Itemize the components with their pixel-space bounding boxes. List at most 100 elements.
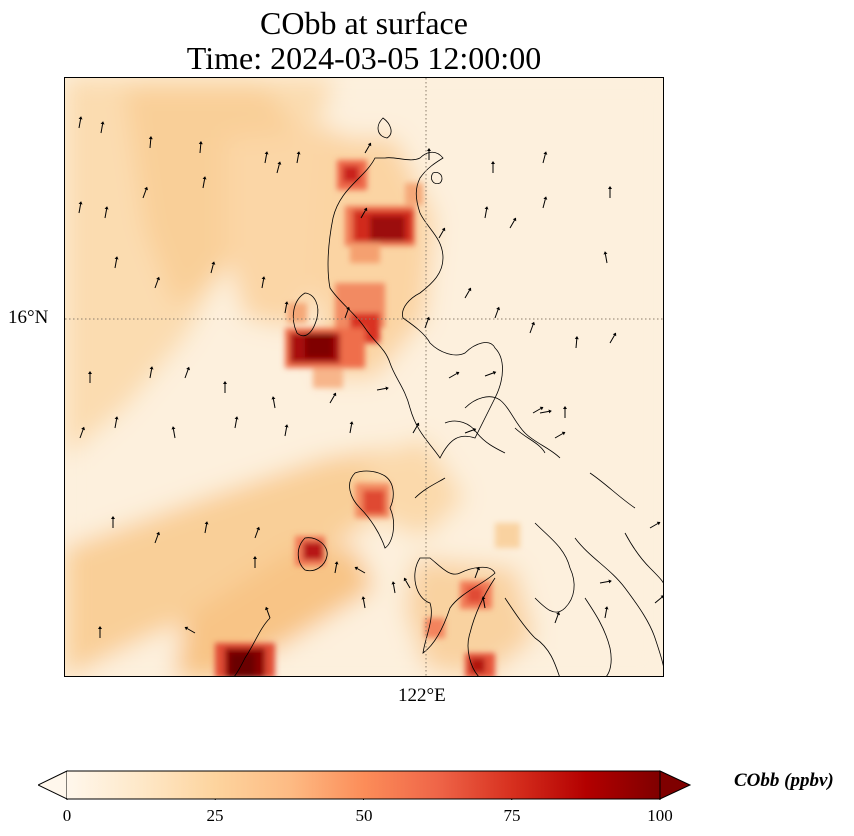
wind-arrow [405, 579, 411, 589]
wind-arrow-head [415, 422, 420, 427]
wind-arrow-head [346, 306, 350, 311]
wind-arrow-head [660, 595, 663, 599]
wind-arrow-head [256, 526, 260, 531]
colorbar-extend-max [659, 770, 692, 800]
wind-arrow-head [481, 596, 486, 600]
wind-arrow [575, 338, 578, 349]
colorbar-extend-min [38, 770, 68, 800]
wind-arrow-head [149, 366, 154, 370]
wind-arrow [114, 419, 118, 429]
wind-arrow [542, 199, 546, 209]
wind-arrow [474, 569, 479, 579]
wind-arrow [554, 433, 564, 439]
wind-arrow-head [492, 371, 497, 375]
wind-arrow [349, 424, 353, 434]
wind-arrow-head [476, 566, 480, 571]
wind-arrow [149, 138, 152, 149]
wind-arrow [104, 209, 108, 219]
colorbar-ticks [66, 799, 661, 800]
graticule [65, 78, 663, 676]
wind-arrow-head [363, 207, 368, 212]
wind-arrow-head [603, 251, 608, 255]
wind-arrow-head [111, 516, 115, 519]
wind-arrow-head [531, 321, 535, 326]
wind-arrow [539, 410, 549, 414]
wind-arrow-head [234, 416, 239, 420]
wind-arrow-head [608, 186, 612, 189]
wind-arrow-head [156, 276, 160, 281]
coastlines [234, 117, 663, 676]
wind-arrow-head [656, 521, 661, 526]
wind-arrow-head [426, 316, 430, 321]
map-title-line1: CObb at surface [260, 5, 468, 41]
wind-arrow [509, 219, 515, 229]
wind-arrow-head [467, 287, 472, 292]
map-plot-area [64, 77, 664, 677]
wind-arrow [284, 427, 288, 437]
wind-arrow-head [367, 142, 372, 147]
wind-arrow [199, 143, 202, 154]
wind-arrow-head [184, 626, 189, 631]
wind-arrow-head [78, 201, 83, 205]
wind-arrow-head [264, 151, 269, 155]
wind-arrow [154, 534, 159, 544]
wind-arrow-head [539, 406, 544, 411]
wind-arrow-head [202, 176, 207, 180]
wind-arrow [529, 324, 534, 334]
wind-arrow-head [271, 396, 276, 400]
wind-arrow [284, 304, 288, 314]
wind-arrow [261, 279, 265, 289]
wind-arrow-head [403, 577, 408, 582]
wind-arrow-head [78, 116, 83, 120]
map-title-line2: Time: 2024-03-05 12:00:00 [186, 40, 542, 76]
wind-arrow [276, 164, 280, 174]
wind-arrow [362, 599, 366, 609]
wind-arrow-head [156, 531, 160, 536]
wind-arrow-head [114, 416, 119, 420]
wind-arrow-head [496, 306, 500, 311]
wind-arrow [210, 264, 214, 274]
wind-arrow-head [81, 426, 85, 431]
wind-arrow [599, 580, 609, 584]
wind-arrow [494, 309, 499, 319]
wind-arrow-head [144, 186, 148, 191]
wind-arrow-head [361, 596, 366, 600]
wind-arrow-head [512, 217, 517, 222]
wind-arrow-head [491, 161, 495, 164]
wind-arrow [254, 529, 259, 539]
wind-arrow-head [574, 336, 579, 340]
wind-arrow [329, 394, 335, 404]
longitude-label: 122°E [398, 685, 446, 706]
wind-arrow-head [148, 136, 153, 140]
wind-arrow-head [284, 301, 289, 305]
wind-arrow [142, 189, 147, 199]
wind-arrow [392, 584, 396, 594]
wind-arrow [204, 524, 208, 534]
wind-arrow-head [385, 386, 389, 391]
colorbar-tick-label: 100 [647, 806, 673, 825]
wind-arrow-head [334, 561, 339, 565]
wind-arrow [554, 614, 559, 624]
wind-arrow-head [284, 424, 289, 428]
colorbar-tick-label: 25 [206, 806, 224, 825]
wind-arrow [264, 154, 268, 164]
wind-arrow [296, 154, 300, 164]
wind-arrow [484, 372, 494, 377]
wind-arrow-head [427, 148, 431, 151]
wind-arrow [100, 124, 104, 134]
wind-vectors [78, 116, 663, 638]
wind-arrow-head [198, 141, 203, 145]
wind-arrow-head [204, 521, 209, 525]
wind-arrow-head [186, 366, 190, 371]
wind-arrow-head [441, 227, 446, 232]
wind-arrow-head [561, 431, 566, 436]
wind-arrow [542, 154, 546, 164]
wind-arrow [149, 369, 153, 379]
wind-arrow-head [349, 421, 354, 425]
wind-arrow [360, 209, 366, 219]
wind-arrow-head [354, 566, 359, 571]
concentration-field-high [215, 160, 520, 676]
wind-arrow-head [98, 626, 102, 629]
wind-arrow-head [223, 381, 227, 384]
wind-arrow [356, 568, 366, 574]
